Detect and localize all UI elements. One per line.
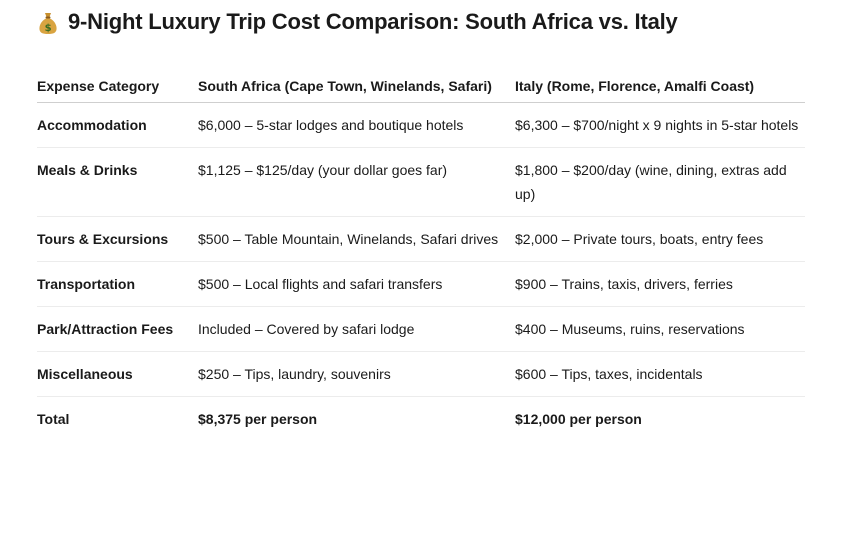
row-category: Accommodation <box>37 102 198 148</box>
total-italy: $12,000 per person <box>515 411 642 427</box>
row-south-africa-cost: Included – Covered by safari lodge <box>198 306 515 352</box>
page-title-text: 9-Night Luxury Trip Cost Comparison: Sou… <box>68 9 678 34</box>
header-expense-category: Expense Category <box>37 78 198 103</box>
row-italy-cost: $2,000 – Private tours, boats, entry fee… <box>515 216 805 262</box>
row-category: Meals & Drinks <box>37 147 198 217</box>
money-bag-icon: $ <box>38 11 58 35</box>
table-header-row: Expense Category South Africa (Cape Town… <box>37 78 805 103</box>
row-italy-cost: $600 – Tips, taxes, incidentals <box>515 351 805 397</box>
row-italy-cost: $400 – Museums, ruins, reservations <box>515 306 805 352</box>
row-south-africa-cost: $250 – Tips, laundry, souvenirs <box>198 351 515 397</box>
table-row: Accommodation $6,000 – 5-star lodges and… <box>37 102 805 148</box>
row-south-africa-cost: $1,125 – $125/day (your dollar goes far) <box>198 147 515 217</box>
total-row: Total $8,375 per person $12,000 per pers… <box>37 397 805 442</box>
table-row: Miscellaneous $250 – Tips, laundry, souv… <box>37 351 805 397</box>
total-label: Total <box>37 411 70 427</box>
header-south-africa: South Africa (Cape Town, Winelands, Safa… <box>198 78 515 103</box>
row-italy-cost: $1,800 – $200/day (wine, dining, extras … <box>515 147 805 217</box>
row-italy-cost: $900 – Trains, taxis, drivers, ferries <box>515 261 805 307</box>
row-south-africa-cost: $500 – Table Mountain, Winelands, Safari… <box>198 216 515 262</box>
total-south-africa: $8,375 per person <box>198 411 318 427</box>
row-category: Tours & Excursions <box>37 216 198 262</box>
table-row: Park/Attraction Fees Included – Covered … <box>37 306 805 352</box>
row-italy-cost: $6,300 – $700/night x 9 nights in 5-star… <box>515 102 805 148</box>
page-title: $ 9-Night Luxury Trip Cost Comparison: S… <box>38 9 678 35</box>
row-south-africa-cost: $6,000 – 5-star lodges and boutique hote… <box>198 102 515 148</box>
svg-text:$: $ <box>45 23 52 34</box>
cost-comparison-table: Expense Category South Africa (Cape Town… <box>37 78 805 441</box>
header-italy: Italy (Rome, Florence, Amalfi Coast) <box>515 78 805 103</box>
row-south-africa-cost: $500 – Local flights and safari transfer… <box>198 261 515 307</box>
table-row: Transportation $500 – Local flights and … <box>37 261 805 307</box>
row-category: Park/Attraction Fees <box>37 306 198 352</box>
table-row: Tours & Excursions $500 – Table Mountain… <box>37 216 805 262</box>
row-category: Transportation <box>37 261 198 307</box>
table-row: Meals & Drinks $1,125 – $125/day (your d… <box>37 147 805 217</box>
row-category: Miscellaneous <box>37 351 198 397</box>
